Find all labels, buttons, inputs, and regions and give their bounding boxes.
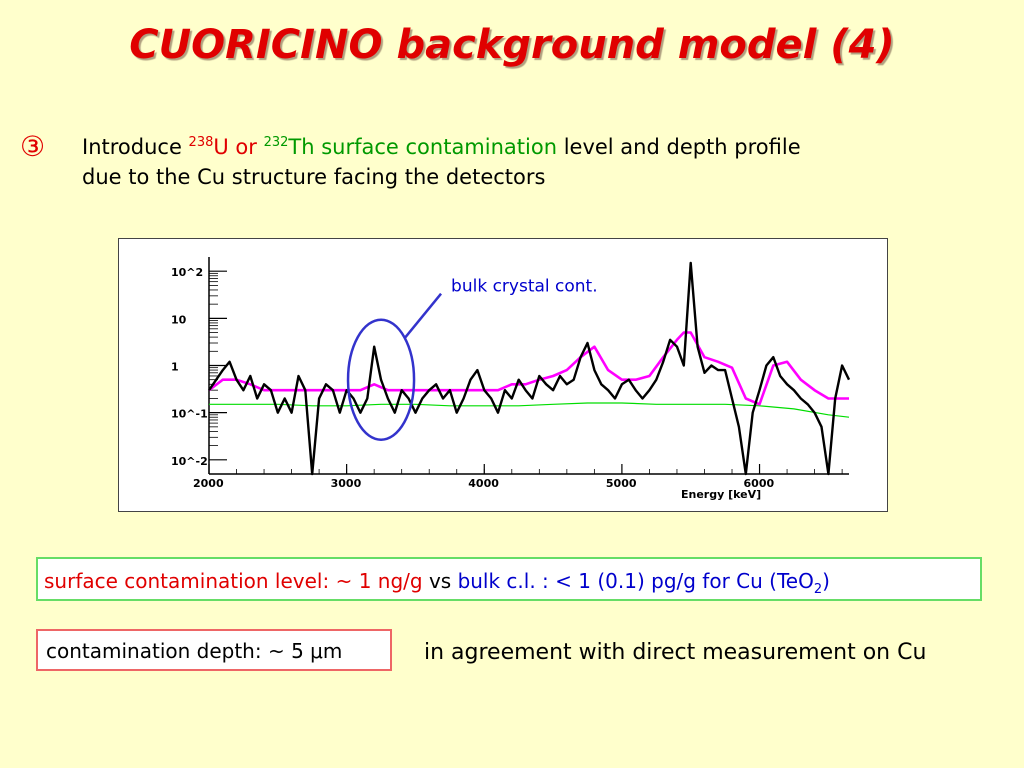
contamination-depth-text: contamination depth: ~ 5 μm (46, 639, 343, 663)
x-tick-label: 4000 (468, 477, 499, 490)
intro-suffix: level and depth profile (557, 135, 801, 159)
x-tick-label: 6000 (744, 477, 775, 490)
y-tick-label: 10^2 (171, 266, 203, 279)
x-tick-label: 2000 (193, 477, 224, 490)
spectrum-plot-frame: 10^-2 10^-1 1 10 10^2 2000 3000 4000 5000 6000 Ene… (118, 238, 888, 512)
intro-prefix: Introduce (82, 135, 189, 159)
teo2-subscript: 2 (813, 582, 823, 597)
y-tick-label: 10^-1 (171, 408, 208, 421)
surface-level-box: surface contamination level: ~ 1 ng/g vs… (36, 557, 982, 601)
th-surface-label: Th surface contamination (288, 135, 558, 159)
intro-line2: due to the Cu structure facing the detec… (82, 165, 546, 189)
x-axis-label: Energy [keV] (681, 488, 761, 501)
intro-text: Introduce 238U or 232Th surface contamin… (82, 128, 942, 192)
energy-spectrum-chart: 10^-2 10^-1 1 10 10^2 2000 3000 4000 5000 6000Ene… (139, 247, 855, 505)
annotation-pointer (404, 292, 443, 339)
u-label: U or (213, 135, 264, 159)
circled-three-bullet: ③ (20, 130, 46, 163)
y-tick-label: 10^-2 (171, 455, 208, 468)
u-mass-number: 238 (188, 135, 214, 150)
bulk-cl-text: bulk c.l. : < 1 (0.1) pg/g for Cu (TeO (457, 569, 814, 593)
x-tick-label: 3000 (331, 477, 362, 490)
th-mass-number: 232 (263, 135, 289, 150)
y-tick-label: 10 (171, 313, 187, 326)
series-line-0 (208, 261, 851, 476)
bulk-cl-close: ) (822, 569, 830, 593)
contamination-depth-box: contamination depth: ~ 5 μm (36, 629, 392, 671)
annotation-label: bulk crystal cont. (451, 277, 598, 297)
plot-content: 10^-2 10^-1 1 10 10^2 2000 3000 4000 5000 6000Ene… (171, 257, 851, 501)
vs-text: vs (428, 569, 452, 593)
annotation-ellipse (346, 318, 416, 441)
surface-level-text: surface contamination level: ~ 1 ng/g (44, 569, 423, 593)
slide-title: CUORICINO background model (4) (129, 22, 895, 68)
agreement-text: in agreement with direct measurement on … (424, 640, 927, 665)
x-tick-label: 5000 (606, 477, 637, 490)
y-tick-label: 1 (171, 361, 179, 374)
